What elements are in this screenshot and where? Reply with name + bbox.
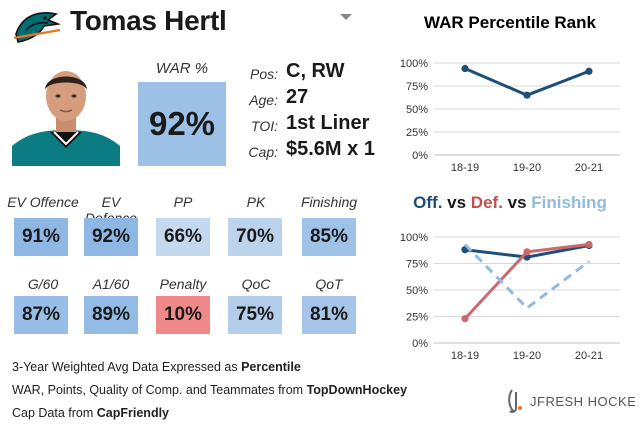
footer-line-cap: Cap Data from CapFriendly <box>12 406 169 420</box>
chart-title-off: Off. <box>413 193 442 212</box>
war-percentile-chart: WAR Percentile Rank 0% 25% 50% 75% 100% 18-1… <box>400 13 620 174</box>
footer-text: 3-Year Weighted Avg Data Expressed as <box>12 360 242 374</box>
y-tick-label: 0% <box>412 150 428 162</box>
y-tick-label: 75% <box>406 259 428 271</box>
chart-title-vs: vs <box>442 193 470 212</box>
age-label: Age: <box>249 92 278 108</box>
series-line <box>463 243 590 310</box>
metric-label-g60: G/60 <box>27 276 59 292</box>
metric-box-qot: 81% <box>302 296 356 334</box>
metric-label-qoc: QoC <box>241 276 271 292</box>
metric-label-ev-offence: EV Offence <box>7 194 79 210</box>
data-point <box>585 67 593 75</box>
y-tick-label: 75% <box>406 81 428 93</box>
chevron-down-icon[interactable] <box>340 14 352 20</box>
metric-box-g60: 87% <box>14 296 68 334</box>
y-tick-label: 25% <box>406 312 428 324</box>
metric-box-ev-defence: 92% <box>84 218 138 256</box>
toi-value: 1st Liner <box>286 112 370 134</box>
footer-text: WAR, Points, Quality of Comp. and Teamma… <box>12 383 307 397</box>
y-tick-label: 100% <box>400 58 428 70</box>
toi-label: TOI: <box>251 118 278 134</box>
x-tick-label: 19-20 <box>513 350 541 362</box>
data-point <box>523 248 531 256</box>
metric-label-pk: PK <box>246 194 266 210</box>
footer-bold: Percentile <box>241 360 301 374</box>
metric-box-ev-offence: 91% <box>14 218 68 256</box>
sharks-logo-icon <box>12 4 62 46</box>
metric-label-a160: A1/60 <box>92 276 130 292</box>
footer-line-source: WAR, Points, Quality of Comp. and Teamma… <box>12 383 407 397</box>
y-tick-label: 100% <box>400 232 428 244</box>
chart-title-def: Def. <box>471 193 503 212</box>
series-line <box>464 67 590 97</box>
player-headshot <box>12 54 120 166</box>
metric-label-qot: QoT <box>315 276 343 292</box>
brand-text: JFRESH HOCKEY <box>530 394 636 409</box>
metric-box-qoc: 75% <box>228 296 282 334</box>
x-tick-label: 18-19 <box>451 162 479 174</box>
footer-line-percentile: 3-Year Weighted Avg Data Expressed as Pe… <box>12 360 301 374</box>
y-tick-label: 50% <box>406 104 428 116</box>
metric-box-pk: 70% <box>228 218 282 256</box>
metric-box-penalty: 10% <box>156 296 210 334</box>
footer-bold: TopDownHockey <box>306 383 408 397</box>
data-point <box>585 240 593 249</box>
jfresh-hockey-logo: JFRESH HOCKEY <box>506 386 640 416</box>
chart-title-finishing: Finishing <box>531 193 607 212</box>
x-tick-label: 20-21 <box>575 350 603 362</box>
y-tick-label: 50% <box>406 285 428 297</box>
cap-value: $5.6M x 1 <box>286 138 375 160</box>
x-tick-label: 18-19 <box>451 350 479 362</box>
metric-box-finishing: 85% <box>302 218 356 256</box>
x-tick-label: 20-21 <box>575 162 603 174</box>
metric-box-pp: 66% <box>156 218 210 256</box>
metric-box-a160: 89% <box>84 296 138 334</box>
off-def-finishing-chart: Off. vs Def. vs Finishing 0% 25% 50% 75% 100… <box>400 193 620 362</box>
footer-text: Cap Data from <box>12 406 97 420</box>
pos-value: C, RW <box>286 60 345 82</box>
pos-label: Pos: <box>249 66 278 82</box>
x-tick-label: 19-20 <box>513 162 541 174</box>
metric-label-penalty: Penalty <box>159 276 207 292</box>
cap-label: Cap: <box>248 144 278 160</box>
war-value: 92% <box>148 105 216 142</box>
chart-title: WAR Percentile Rank <box>424 13 596 32</box>
data-point <box>523 91 531 99</box>
war-label: WAR % <box>155 60 209 77</box>
player-name: Tomas Hertl <box>70 5 227 36</box>
age-value: 27 <box>286 86 309 108</box>
footer-bold: CapFriendly <box>96 406 170 420</box>
chart-title-vs: vs <box>503 193 531 212</box>
metric-label-finishing: Finishing <box>300 194 358 210</box>
y-tick-label: 25% <box>406 127 428 139</box>
data-point <box>461 64 469 73</box>
y-tick-label: 0% <box>412 338 428 350</box>
war-value-box: 92% <box>138 82 226 166</box>
metric-label-pp: PP <box>173 194 193 210</box>
chart-title: Off. vs Def. vs Finishing <box>413 193 607 212</box>
data-point <box>461 315 469 323</box>
